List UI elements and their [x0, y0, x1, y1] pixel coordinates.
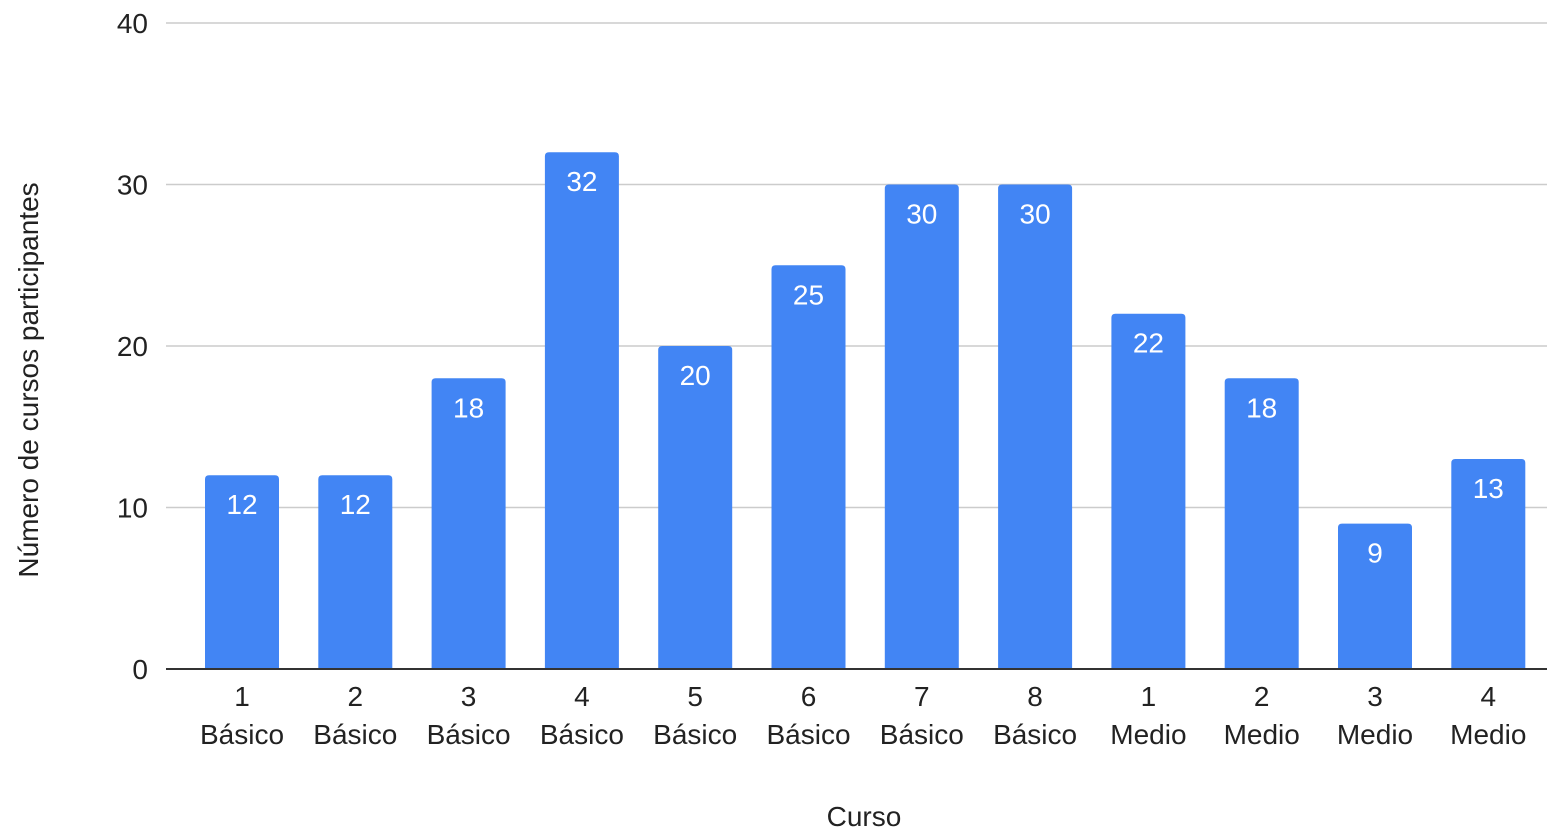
bar: [318, 475, 393, 669]
x-tick-label: Básico: [540, 719, 624, 750]
x-tick-label: 2: [1254, 681, 1270, 712]
x-tick-label: Básico: [766, 719, 850, 750]
x-tick-label: 5: [687, 681, 703, 712]
bar: [658, 346, 733, 669]
data-labels: 12 12 18 32 20 25 30 30 22 18 9 13: [226, 166, 1503, 568]
x-axis-ticks: 1 Básico 2 Básico 3 Básico 4 Básico 5 Básico 6 Bási…: [200, 681, 1526, 750]
bar-data-label: 13: [1473, 473, 1504, 504]
x-tick-label: 4: [1481, 681, 1497, 712]
x-tick-label: 6: [801, 681, 817, 712]
x-tick-label: 7: [914, 681, 930, 712]
x-tick-label: 8: [1027, 681, 1043, 712]
x-tick-label: 4: [574, 681, 590, 712]
y-tick-label: 10: [117, 493, 148, 524]
bar-data-label: 12: [340, 489, 371, 520]
bar: [205, 475, 279, 669]
bar-data-label: 20: [680, 360, 711, 391]
y-tick-label: 30: [117, 170, 148, 201]
bar: [1338, 523, 1412, 669]
gridlines: [166, 22, 1547, 509]
bar-data-label: 9: [1367, 538, 1383, 569]
x-tick-label: Básico: [427, 719, 511, 750]
bar: [1451, 459, 1526, 669]
bar: [544, 152, 619, 669]
bar: [884, 184, 959, 669]
bar: [1111, 313, 1186, 669]
y-tick-label: 20: [117, 331, 148, 362]
x-tick-label: Básico: [313, 719, 397, 750]
bar-data-label: 12: [226, 489, 257, 520]
x-tick-label: Medio: [1224, 719, 1300, 750]
x-tick-label: 3: [1367, 681, 1383, 712]
y-tick-label: 40: [117, 8, 148, 39]
x-tick-label: Básico: [653, 719, 737, 750]
bar: [1224, 378, 1299, 669]
y-axis-ticks: 0 10 20 30 40: [117, 8, 148, 685]
x-tick-label: 3: [461, 681, 477, 712]
y-axis-title: Número de cursos participantes: [13, 182, 44, 577]
bar-data-label: 18: [453, 392, 484, 423]
bar: [771, 265, 846, 669]
x-tick-label: 1: [1141, 681, 1157, 712]
x-tick-label: 2: [348, 681, 364, 712]
bar-data-label: 32: [566, 166, 597, 197]
bar: [431, 378, 506, 669]
y-tick-label: 0: [132, 654, 148, 685]
bars: [205, 152, 1526, 669]
bar-data-label: 22: [1133, 328, 1164, 359]
bar-data-label: 18: [1246, 392, 1277, 423]
x-tick-label: Básico: [880, 719, 964, 750]
bar-data-label: 25: [793, 279, 824, 310]
x-tick-label: Medio: [1450, 719, 1526, 750]
bar: [998, 184, 1073, 669]
bar-data-label: 30: [906, 199, 937, 230]
x-tick-label: Básico: [993, 719, 1077, 750]
x-tick-label: Medio: [1337, 719, 1413, 750]
x-tick-label: 1: [234, 681, 250, 712]
x-axis-title: Curso: [827, 801, 902, 830]
x-tick-label: Medio: [1110, 719, 1186, 750]
x-tick-label: Básico: [200, 719, 284, 750]
bar-data-label: 30: [1020, 199, 1051, 230]
